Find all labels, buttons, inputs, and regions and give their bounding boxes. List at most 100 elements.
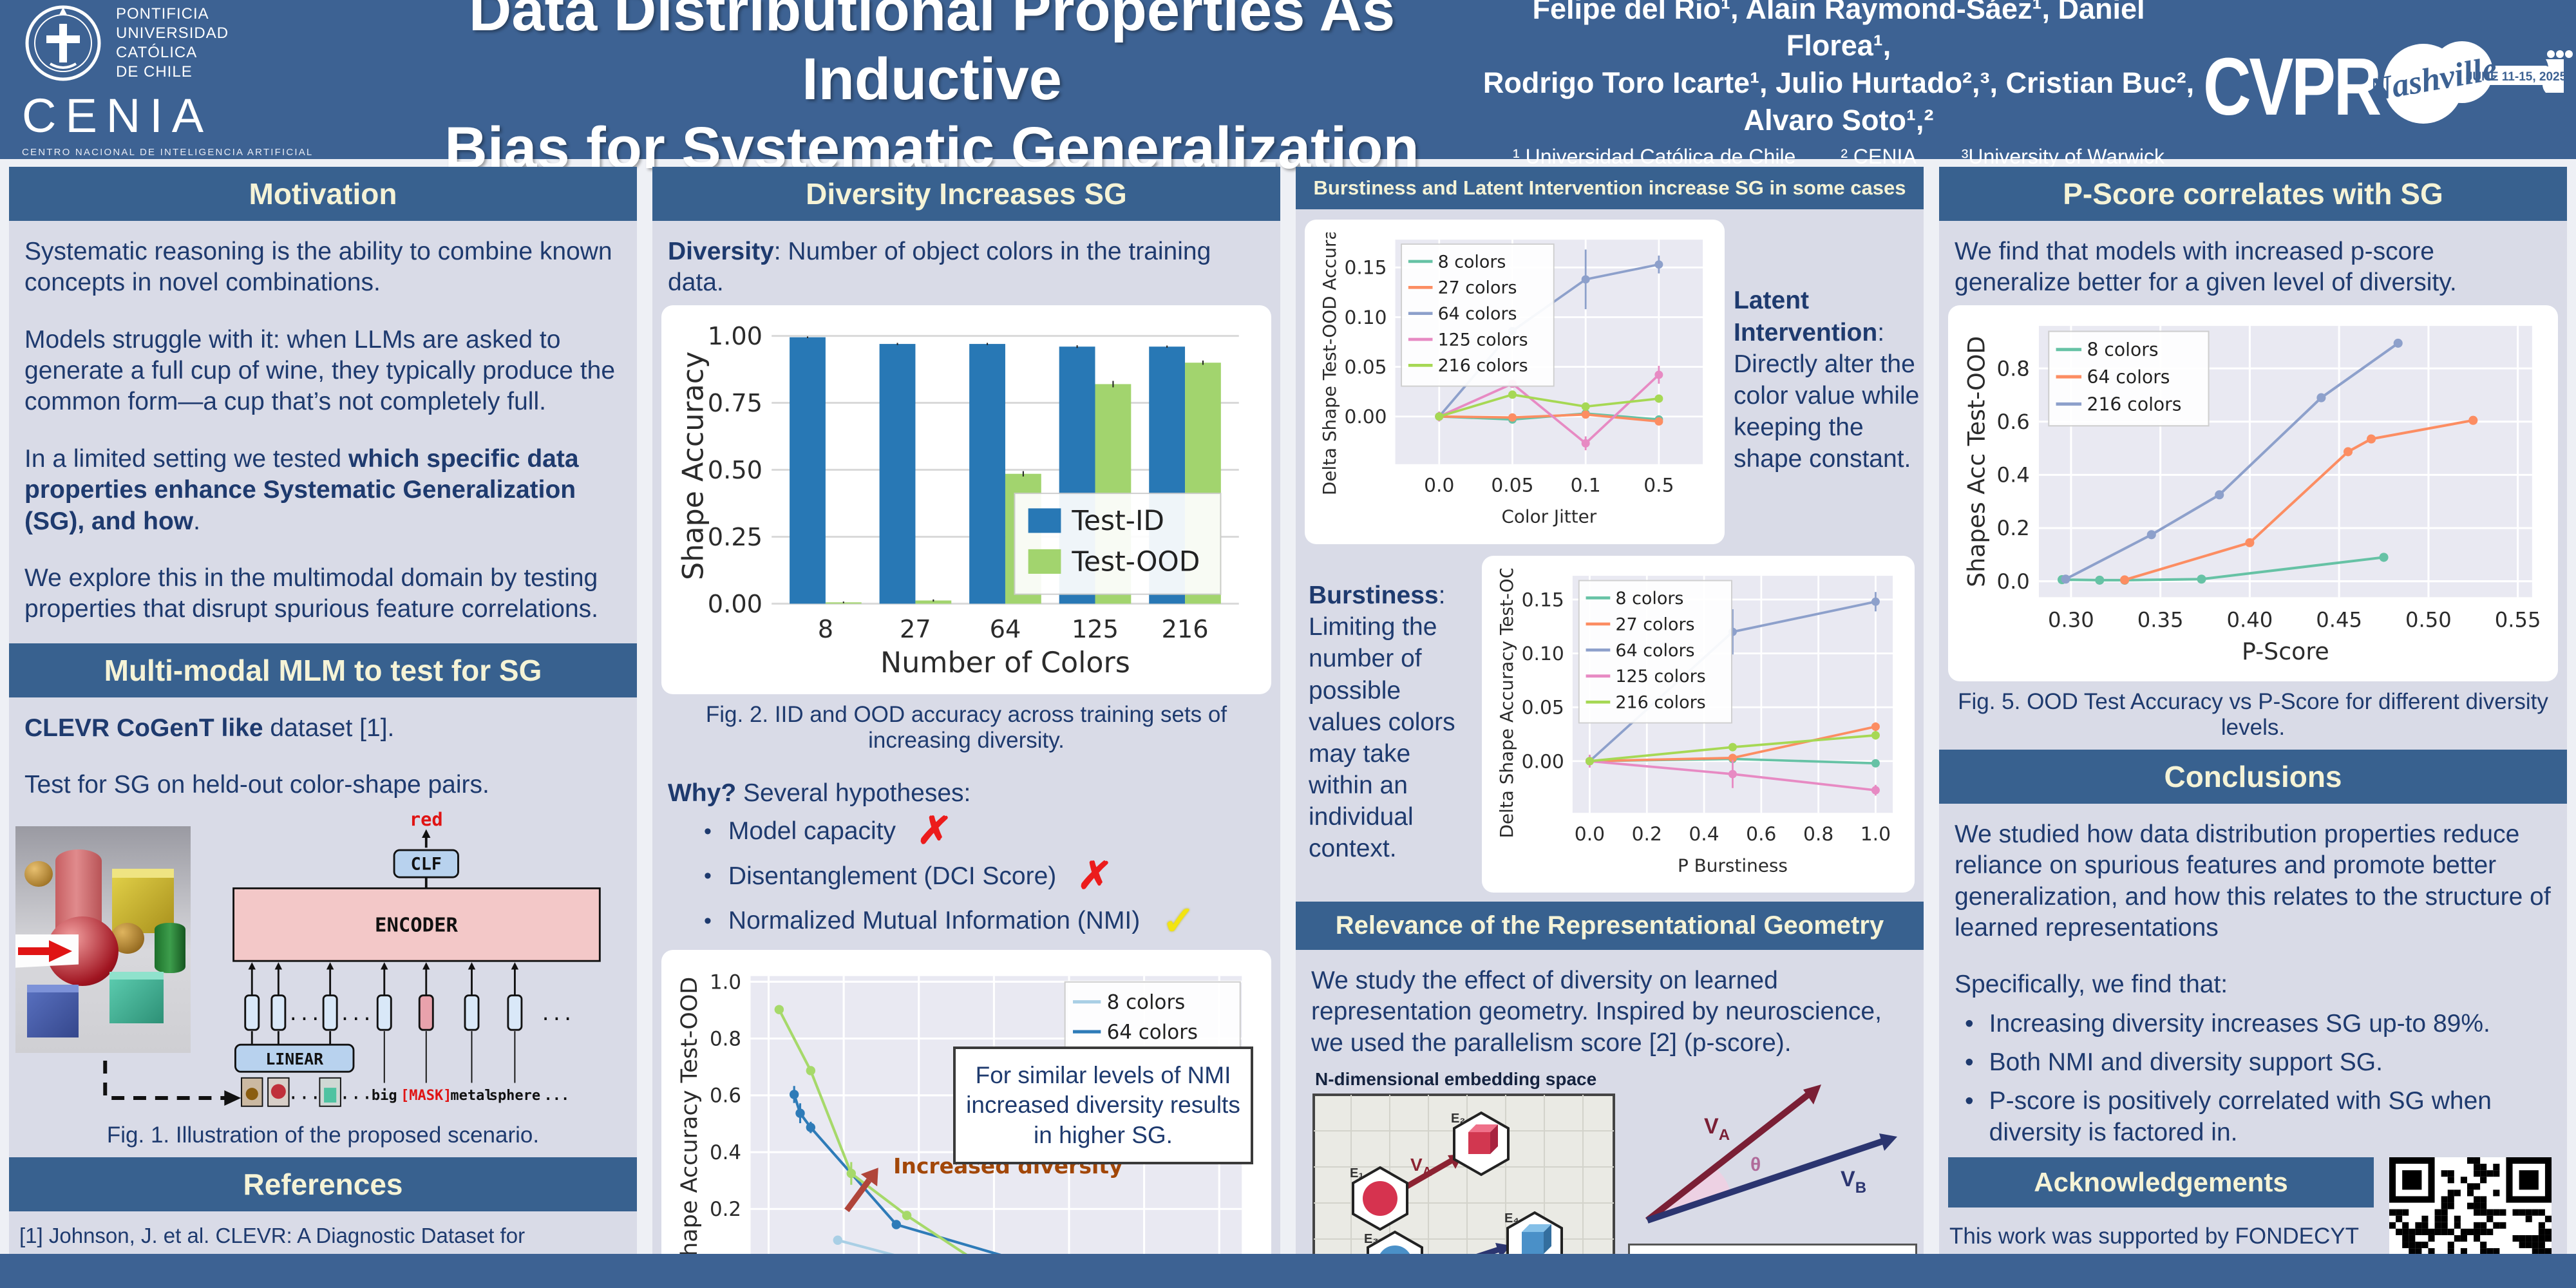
- fig2-bar-chart: 8 27 64 125 216 0.00 0.25 0.50 0.75 1.00 Number of…: [677, 322, 1239, 679]
- section-title-acknowledgements: Acknowledgements: [1948, 1157, 2374, 1208]
- figure-5-panel: 0.30 0.35 0.40 0.45 0.50 0.55 0.0 0.2 0.4 0.6 0.8 P…: [1948, 305, 2558, 681]
- fig2-caption: Fig. 2. IID and OOD accuracy across trai…: [705, 702, 1227, 753]
- svg-text:0.50: 0.50: [2405, 607, 2452, 632]
- p-burstiness-panel: 0.0 0.2 0.4 0.6 0.8 1.0 0.00 0.05 0.10 0.15 P Burs…: [1482, 555, 1915, 893]
- svg-text:0.1: 0.1: [1571, 473, 1601, 496]
- token-slots: [244, 994, 523, 1031]
- burstiness-bold: Burstiness: [1309, 582, 1439, 610]
- svg-text:0.05: 0.05: [1345, 355, 1387, 378]
- svg-text:0.2: 0.2: [710, 1198, 741, 1221]
- uc-shield-logo-icon: [25, 5, 101, 80]
- motivation-p3-pre: In a limited setting we tested: [24, 444, 348, 473]
- latent-rest: : Directly alter the color value while k…: [1734, 318, 1920, 473]
- burstiness-rest: : Limiting the number of possible values…: [1309, 582, 1455, 863]
- color-jitter-panel: 0.0 0.05 0.1 0.5 0.00 0.05 0.10 0.15 Color Jitte…: [1305, 220, 1725, 544]
- svg-text:0.00: 0.00: [708, 590, 762, 619]
- authors-line-1: Felipe del Rio¹, Alain Raymond-Sáez¹, Da…: [1532, 0, 2145, 62]
- diversity-rest: : Number of object colors in the trainin…: [668, 238, 1211, 297]
- va-label: VA: [1410, 1155, 1432, 1179]
- motivation-p4: We explore this in the multimodal domain…: [24, 564, 598, 623]
- section-title-pscore: P-Score correlates with SG: [1939, 167, 2567, 221]
- conclusions-p1: We studied how data distribution propert…: [1955, 820, 2551, 942]
- token-big: big: [372, 1088, 397, 1104]
- svg-text:0.6: 0.6: [1997, 410, 2030, 434]
- e4-label: E₄: [1504, 1211, 1519, 1226]
- section-title-references: References: [9, 1157, 637, 1212]
- conclusion-bullet-2: • Both NMI and diversity support SG.: [1965, 1047, 2552, 1078]
- svg-text:8 colors: 8 colors: [2087, 339, 2159, 360]
- svg-text:27: 27: [900, 615, 931, 644]
- reference-1: [1] Johnson, J. et al. CLEVR: A Diagnost…: [19, 1224, 586, 1254]
- svg-text:8 colors: 8 colors: [1438, 252, 1506, 272]
- svg-text:216 colors: 216 colors: [2087, 393, 2182, 415]
- mlm-p2: Test for SG on held-out color-shape pair…: [24, 770, 489, 799]
- dots: ...: [339, 1082, 373, 1104]
- dots: ...: [288, 1082, 321, 1104]
- column-pscore: P-Score correlates with SG We find that …: [1939, 167, 2567, 1254]
- svg-text:0.2: 0.2: [1997, 516, 2030, 540]
- svg-text:Color Jitter: Color Jitter: [1501, 506, 1596, 527]
- p-burstiness-line-chart: 0.0 0.2 0.4 0.6 0.8 1.0 0.00 0.05 0.10 0.15 P Burs…: [1496, 569, 1893, 876]
- svg-text:1.0: 1.0: [710, 971, 741, 994]
- green-cylinder: [155, 923, 185, 974]
- svg-text:Shape Accuracy Test-OOD: Shape Accuracy Test-OOD: [676, 977, 703, 1254]
- bullet-icon: •: [704, 864, 712, 889]
- svg-text:0.30: 0.30: [2048, 607, 2094, 632]
- svg-text:64: 64: [990, 615, 1021, 644]
- authors: Felipe del Rio¹, Alain Raymond-Sáez¹, Da…: [1478, 0, 2199, 169]
- cenia-logo: CENIA: [22, 88, 213, 142]
- header: PONTIFICIA UNIVERSIDAD CATÓLICA DE CHILE…: [0, 0, 2576, 181]
- teal-cube: [109, 972, 164, 1024]
- conclusion-bullet-1: • Increasing diversity increases SG up-to…: [1965, 1009, 2552, 1039]
- svg-text:0.8: 0.8: [1803, 823, 1833, 846]
- token-sphere: sphere: [489, 1088, 540, 1104]
- cvpr-guitar-icon: Nashville JUNE 11-15, 2025: [2373, 41, 2573, 124]
- why-bold: Why?: [668, 779, 737, 808]
- conclusion-text: P-score is positively correlated with SG…: [1989, 1087, 2492, 1146]
- svg-text:0.00: 0.00: [1345, 405, 1387, 428]
- svg-text:0.4: 0.4: [710, 1141, 741, 1164]
- svg-text:0.6: 0.6: [710, 1084, 741, 1108]
- svg-text:27 colors: 27 colors: [1438, 278, 1517, 298]
- authors-line-3: Alvaro Soto¹,²: [1743, 103, 1934, 137]
- embedding-space-figure: N-dimensional embedding space: [1312, 1069, 1615, 1254]
- svg-text:0.05: 0.05: [1522, 696, 1564, 719]
- institution-logos: PONTIFICIA UNIVERSIDAD CATÓLICA DE CHILE…: [0, 2, 386, 158]
- pscore-formula: p_score = cos(θ) = VA·VB ||VA|| ||VB||: [1628, 1243, 1917, 1254]
- svg-text:0.8: 0.8: [710, 1028, 741, 1051]
- conclusion-bullet-3: • P-score is positively correlated with S…: [1965, 1086, 2552, 1148]
- hypothesis-nmi: • Normalized Mutual Information (NMI) ✓: [704, 901, 1280, 940]
- encoder-box-label: ENCODER: [375, 914, 458, 937]
- gold-sphere: [24, 861, 53, 887]
- hypothesis-disentanglement: • Disentanglement (DCI Score) ✗: [704, 852, 1280, 900]
- motivation-p3-post: .: [193, 507, 200, 535]
- svg-text:0.4: 0.4: [1997, 462, 2030, 487]
- svg-text:1.0: 1.0: [1861, 823, 1891, 846]
- svg-text:Shapes Acc Test-OOD: Shapes Acc Test-OOD: [1962, 336, 1990, 587]
- uc-line: UNIVERSIDAD: [116, 24, 229, 42]
- hypothesis-model-capacity: • Model capacity ✗: [704, 808, 1280, 855]
- affiliation-2: ² CENIA: [1841, 145, 1917, 169]
- pscore-vectors-figure: VA θ VB p_score = cos(θ) = VA·VB ||VA|| …: [1628, 1069, 1917, 1254]
- svg-text:64 colors: 64 colors: [1615, 640, 1694, 660]
- mlm-p1-rest: dataset [1].: [263, 714, 395, 742]
- svg-text:64 colors: 64 colors: [2087, 366, 2170, 388]
- svg-text:0.15: 0.15: [1522, 589, 1564, 611]
- red-pointer-arrow-icon: [15, 934, 79, 969]
- mask-token-slot: [418, 994, 434, 1031]
- prediction-label: red: [410, 810, 443, 830]
- blue-cube: [27, 985, 79, 1038]
- mlm-p1: CLEVR CoGenT like dataset [1].: [24, 713, 621, 744]
- conclusion-text: Increasing diversity increases SG up-to …: [1989, 1009, 2490, 1037]
- svg-text:8: 8: [818, 615, 833, 644]
- svg-text:0.5: 0.5: [1643, 473, 1674, 496]
- token-mask: [MASK]: [401, 1088, 451, 1104]
- svg-text:Test-OOD: Test-OOD: [1071, 545, 1200, 577]
- svg-text:125 colors: 125 colors: [1438, 330, 1528, 350]
- footer-bar: [0, 1254, 2576, 1288]
- hypothesis-label: Disentanglement (DCI Score): [728, 862, 1057, 890]
- svg-text:0.00: 0.00: [1522, 750, 1564, 773]
- svg-text:0.45: 0.45: [2316, 607, 2362, 632]
- embedding-space-label: N-dimensional embedding space: [1315, 1068, 1597, 1089]
- section-title-motivation: Motivation: [9, 167, 637, 221]
